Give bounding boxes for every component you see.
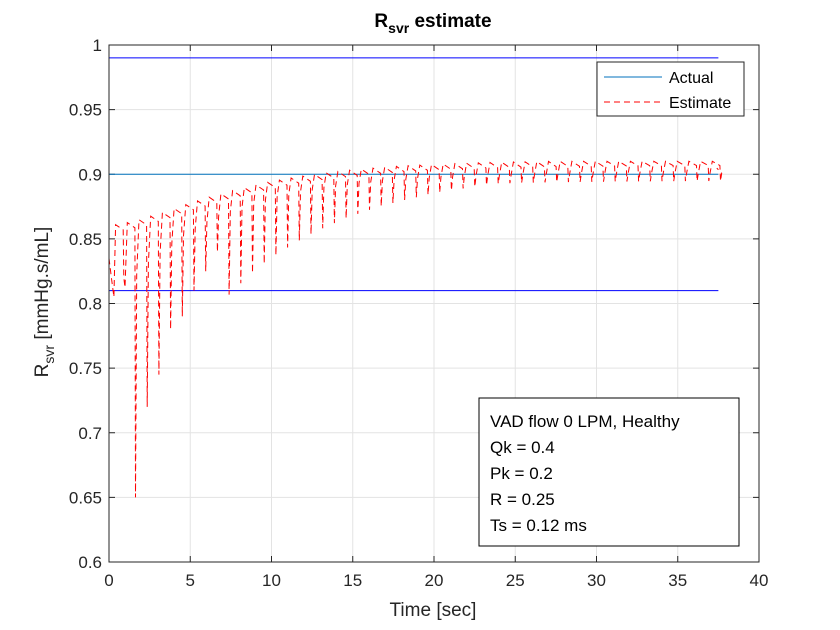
annotation-line: Ts = 0.12 ms [490,516,587,535]
estimate-line [108,160,723,498]
x-tick-label: 35 [668,571,687,590]
x-tick-labels: 0 5 10 15 20 25 30 35 40 [104,571,768,590]
y-tick-label: 0.8 [78,295,102,314]
y-tick-label: 0.75 [69,359,102,378]
annotation-box: VAD flow 0 LPM, Healthy Qk = 0.4 Pk = 0.… [478,397,740,547]
chart-title-subscript: svr [388,20,410,36]
y-axis-label: Rsvr [mmHg.s/mL] [32,227,57,378]
y-tick-labels: 0.6 0.65 0.7 0.75 0.8 0.85 0.9 0.95 1 [69,36,102,572]
plot-frame [108,44,760,563]
y-tick-label: 0.65 [69,488,102,507]
x-tick-label: 5 [186,571,195,590]
annotation-line: VAD flow 0 LPM, Healthy [490,412,680,431]
chart-title: Rsvr estimate [374,11,491,36]
y-tick-label: 0.7 [78,424,102,443]
x-tick-label: 15 [343,571,362,590]
y-tick-label: 0.9 [78,165,102,184]
legend: Actual Estimate [596,61,745,117]
y-tick-label: 1 [93,36,102,55]
x-tick-label: 10 [262,571,281,590]
legend-label-actual: Actual [669,70,713,87]
chart-title-rest: estimate [409,11,491,32]
x-tick-label: 0 [104,571,113,590]
x-axis-label: Time [sec] [390,600,477,621]
x-tick-label: 30 [587,571,606,590]
series-estimate [108,160,723,498]
x-tick-label: 25 [506,571,525,590]
y-tick-label: 0.95 [69,101,102,120]
bound-lines [109,57,719,292]
y-tick-label: 0.6 [78,553,102,572]
y-tick-label: 0.85 [69,230,102,249]
y-axis-label-rest: [mmHg.s/mL] [32,227,53,345]
x-tick-label: 40 [750,571,769,590]
annotation-line: R = 0.25 [490,490,555,509]
annotation-line: Pk = 0.2 [490,464,553,483]
y-axis-label-subscript: svr [41,345,57,364]
x-tick-label: 20 [425,571,444,590]
legend-label-estimate: Estimate [669,95,731,112]
annotation-line: Qk = 0.4 [490,438,555,457]
